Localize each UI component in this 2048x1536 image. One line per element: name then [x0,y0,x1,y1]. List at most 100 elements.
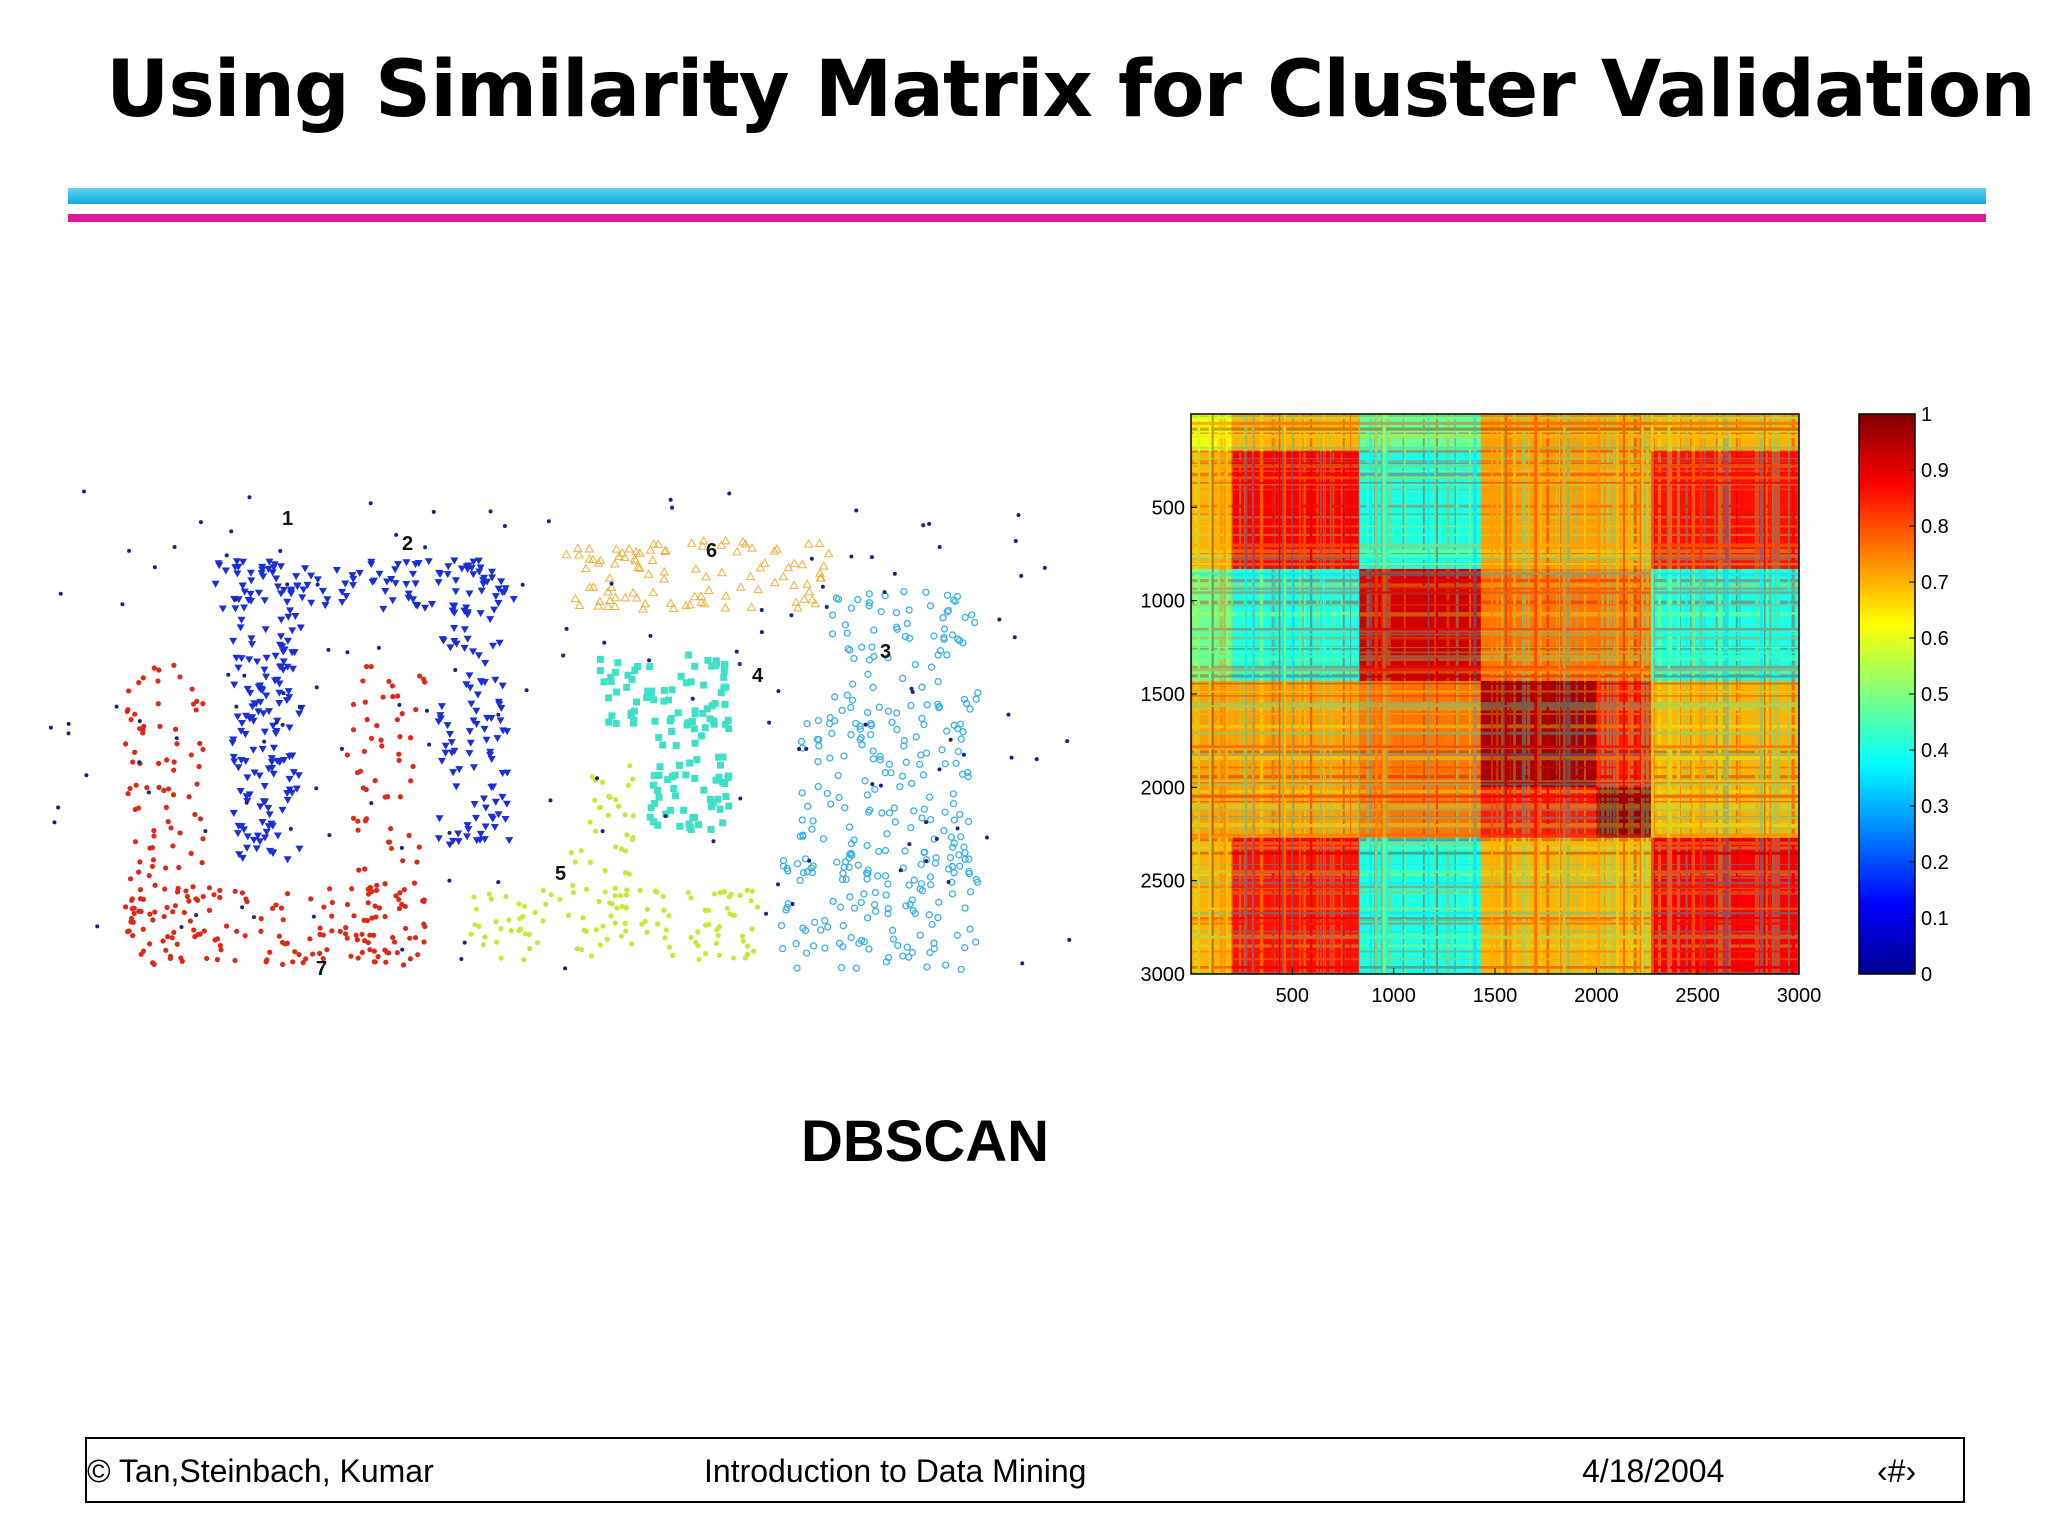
scatter-point [170,909,176,915]
scatter-point [290,649,299,657]
scatter-point [799,831,807,839]
scatter-point [132,749,138,755]
scatter-point [416,673,423,679]
scatter-point [396,757,402,763]
scatter-point [473,906,479,912]
scatter-point [719,819,727,827]
scatter-point [141,723,147,729]
scatter-point [486,891,492,897]
scatter-point [411,880,418,886]
scatter-point [172,726,179,732]
scatter-point [234,822,243,830]
noise-point [648,633,653,638]
scatter-point [574,600,585,610]
scatter-point [540,918,546,924]
scatter-point [288,665,297,673]
noise-point [281,691,286,696]
noise-point [776,689,781,694]
scatter-point [337,928,343,935]
scatter-point [399,901,405,908]
scatter-point [194,897,201,903]
scatter-point [650,818,658,826]
scatter-point [689,591,700,601]
scatter-point [589,774,595,780]
scatter-point [779,857,788,865]
scatter-point [240,826,249,834]
scatter-point [258,916,264,922]
scatter-point [693,939,699,946]
noise-point [278,548,283,553]
noise-point [934,836,939,841]
scatter-point [940,827,948,835]
scatter-point [624,832,630,838]
scatter-point [695,821,703,829]
scatter-point [823,789,831,798]
noise-point [179,924,184,929]
scatter-point [303,581,312,589]
scatter-point [630,776,636,782]
scatter-point [670,952,676,959]
scatter-point [688,718,696,726]
similarity-sub-block [1480,680,1597,788]
scatter-point [258,745,267,753]
scatter-point [374,723,380,729]
similarity-block [1651,451,1799,570]
scatter-point [680,806,688,814]
scatter-point [603,586,614,596]
scatter-point [394,717,401,723]
scatter-point [200,836,206,842]
scatter-point [961,613,969,622]
colorbar-tick-label: 0.9 [1921,460,1949,482]
scatter-point [661,907,667,913]
noise-point [602,640,607,645]
scatter-point [875,847,883,856]
scatter-point [701,724,709,732]
scatter-point [840,863,848,871]
matrix-svg: 500 1000 1500 2000 2500 3000 500 1000 1500 2000 25… [1141,404,1949,1007]
scatter-point [707,825,715,833]
scatter-point [921,848,929,856]
scatter-point [928,920,936,929]
scatter-point [171,759,177,765]
similarity-block [1191,414,1233,452]
scatter-point [722,683,730,691]
noise-point [502,524,507,529]
scatter-point [893,725,901,734]
scatter-point [797,559,808,569]
scatter-point [443,722,452,730]
scatter-point [355,827,361,833]
scatter-point [299,586,308,594]
scatter-point [343,925,349,931]
scatter-point [831,693,839,701]
cluster-label: 5 [555,863,566,885]
scatter-point [565,912,572,918]
scatter-point [476,564,485,572]
scatter-point [301,565,310,573]
scatter-point [273,757,282,765]
scatter-point [367,884,373,891]
scatter-point [165,786,172,792]
scatter-point [307,572,316,580]
similarity-block [1231,414,1360,452]
scatter-point [843,629,851,637]
scatter-point [275,700,284,708]
scatter-point [952,759,960,767]
footer-date: 4/18/2004 [1582,1453,1725,1489]
scatter-point [355,955,361,961]
scatter-point [623,683,631,691]
scatter-point [285,724,294,732]
scatter-point [612,893,618,899]
scatter-point [561,549,572,559]
scatter-point [714,795,722,803]
scatter-point [406,832,412,839]
scatter-point [437,757,446,765]
scatter-point [280,646,289,654]
noise-point [462,940,467,945]
scatter-point [329,899,335,906]
scatter-point [353,932,359,938]
cluster-5-points [468,763,761,963]
scatter-point [244,899,250,905]
scatter-point [264,565,273,573]
scatter-point [140,675,146,681]
noise-point [600,829,605,834]
